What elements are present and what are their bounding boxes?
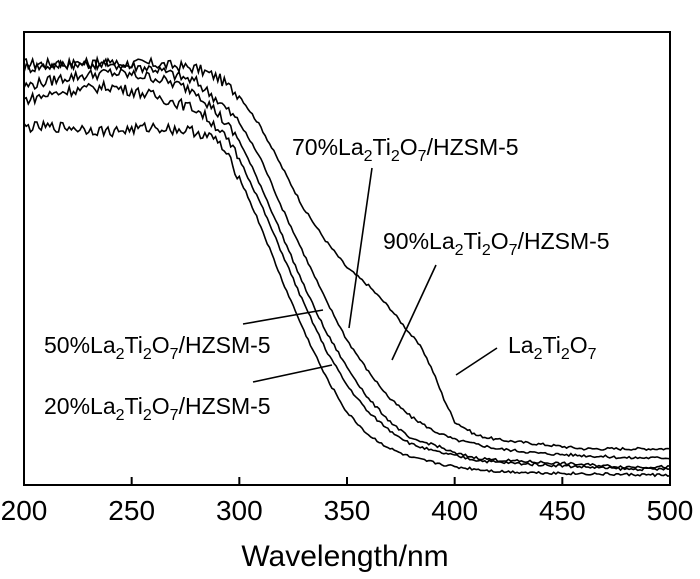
series-line-2 [23,67,670,470]
leader-line-90 [391,264,437,361]
x-tick-label-500: 500 [647,495,694,526]
x-axis-title: Wavelength/nm [241,540,448,573]
series-line-0 [23,55,671,452]
x-ticks: 200 250 300 350 400 450 500 [1,477,694,526]
leader-line-50 [242,309,324,325]
annotation-90: 90%La2Ti2O7/HZSM-5 [383,228,610,259]
leader-line-20 [252,364,333,383]
series-line-1 [23,56,671,460]
series-group [23,55,671,478]
annotation-20: 20%La2Ti2O7/HZSM-5 [44,393,271,424]
series-line-3 [23,78,671,472]
x-tick-label-350: 350 [324,495,371,526]
x-tick-label-250: 250 [108,495,155,526]
x-tick-label-300: 300 [216,495,263,526]
annotation-la2ti2o7: La2Ti2O7 [508,332,597,363]
x-tick-label-400: 400 [431,495,478,526]
leader-line-la2ti2o7 [455,347,498,376]
x-tick-label-200: 200 [1,495,48,526]
annotation-50: 50%La2Ti2O7/HZSM-5 [44,332,271,363]
x-tick-label-450: 450 [539,495,586,526]
leader-line-70 [348,167,373,329]
annotation-70: 70%La2Ti2O7/HZSM-5 [292,134,519,165]
series-line-4 [23,119,671,478]
